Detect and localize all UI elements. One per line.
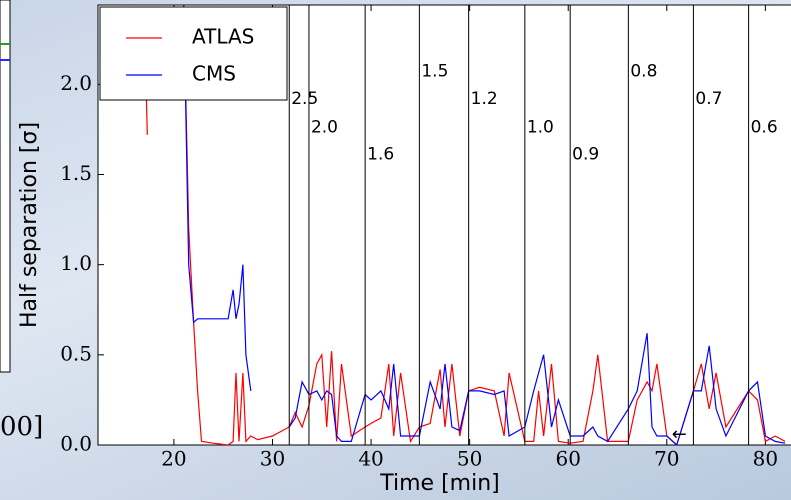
y-tick-label: 1.5 — [60, 161, 92, 185]
x-tick-label: 60 — [555, 447, 580, 471]
y-tick-label: 0.0 — [60, 432, 92, 456]
annotation: 0.7 — [695, 89, 722, 109]
x-tick-label: 30 — [260, 447, 285, 471]
annotation: 1.6 — [367, 145, 394, 165]
x-tick-label: 50 — [457, 447, 482, 471]
annotation: 2.0 — [311, 118, 338, 138]
annotation: 0.8 — [630, 62, 657, 82]
y-tick-label: 1.0 — [60, 251, 92, 275]
fragment-arrow: ← — [672, 424, 687, 445]
x-tick-label: 80 — [753, 447, 778, 471]
legend — [99, 6, 288, 101]
y-axis-label: Half separation [σ] — [17, 122, 42, 328]
annotation: 0.6 — [751, 118, 778, 138]
annotation: 0.9 — [572, 145, 599, 165]
annotation: 1.0 — [527, 118, 554, 138]
fragment-label: 00] — [0, 412, 43, 442]
legend-label: CMS — [192, 62, 236, 86]
annotation: 1.5 — [421, 62, 448, 82]
annotation: 2.5 — [291, 89, 318, 109]
background-chart-fragment — [0, 0, 11, 373]
legend-label: ATLAS — [192, 25, 254, 49]
annotation: 1.2 — [471, 89, 498, 109]
series-line — [183, 5, 786, 445]
x-tick-label: 70 — [654, 447, 679, 471]
x-tick-label: 20 — [161, 447, 186, 471]
x-axis-label: Time [min] — [379, 471, 500, 496]
y-tick-label: 2.0 — [60, 71, 92, 95]
y-tick-label: 0.5 — [60, 341, 92, 365]
x-tick-label: 40 — [358, 447, 383, 471]
